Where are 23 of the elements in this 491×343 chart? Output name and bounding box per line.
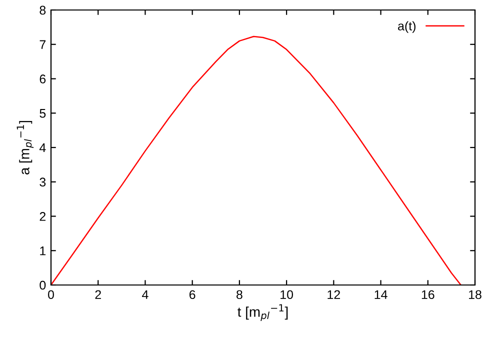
y-tick-label: 7	[40, 40, 46, 49]
legend-label: a(t)	[398, 21, 416, 33]
x-axis-title: t [m$_{pl}$$^{−1}$]	[238, 304, 288, 321]
x-tick-label: 8	[236, 290, 242, 300]
y-tick-label: 2	[40, 212, 46, 221]
y-tick-label: 0	[40, 280, 46, 290]
x-tick-label: 10	[280, 290, 294, 300]
x-tick-label: 18	[469, 290, 482, 300]
x-tick-label: 4	[142, 290, 148, 299]
x-tick-label: 12	[328, 290, 340, 299]
y-tick-label: 8	[40, 6, 46, 15]
x-tick-label: 6	[189, 290, 196, 300]
x-tick-label: 2	[95, 290, 101, 299]
y-tick-label: 5	[40, 109, 46, 118]
y-tick-label: 1	[40, 246, 46, 256]
x-tick-label: 0	[48, 290, 54, 300]
x-tick-label: 14	[374, 290, 388, 299]
y-tick-label: 3	[40, 178, 46, 187]
y-axis-title: a [m$_{pl}$$^{−1}$]	[16, 120, 34, 174]
y-tick-label: 4	[39, 143, 46, 152]
line-series	[51, 36, 462, 285]
y-tick-label: 6	[40, 74, 46, 84]
x-tick-label: 16	[422, 290, 434, 300]
